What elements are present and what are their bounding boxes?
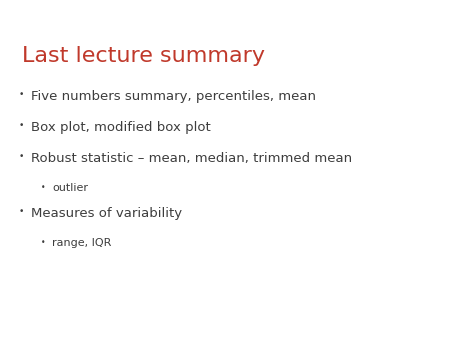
Text: •: • xyxy=(40,183,45,192)
Text: Box plot, modified box plot: Box plot, modified box plot xyxy=(31,121,210,134)
Text: •: • xyxy=(19,90,24,99)
Text: Five numbers summary, percentiles, mean: Five numbers summary, percentiles, mean xyxy=(31,90,315,102)
Text: •: • xyxy=(19,207,24,216)
Text: Last lecture summary: Last lecture summary xyxy=(22,46,265,66)
Text: •: • xyxy=(19,152,24,161)
Text: Robust statistic – mean, median, trimmed mean: Robust statistic – mean, median, trimmed… xyxy=(31,152,352,165)
Text: outlier: outlier xyxy=(52,183,88,193)
Text: range, IQR: range, IQR xyxy=(52,238,112,248)
Text: Measures of variability: Measures of variability xyxy=(31,207,182,220)
Text: •: • xyxy=(19,121,24,130)
Text: •: • xyxy=(40,238,45,247)
